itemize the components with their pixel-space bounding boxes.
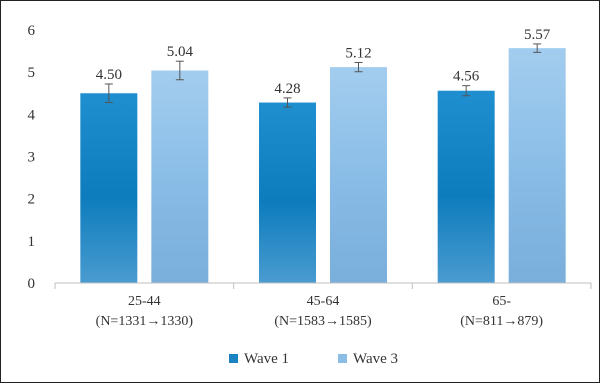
legend-swatch-wave1 [229,354,238,363]
x-category-sublabel: (N=1331→1330) [96,314,194,329]
bar-wave1 [437,90,495,283]
x-category-sublabel: (N=1583→1585) [274,314,372,329]
x-category-label: 65- [492,294,511,309]
data-label: 5.04 [167,44,194,60]
data-label: 4.56 [453,69,480,85]
legend: Wave 1 Wave 3 [229,351,398,367]
y-tick-label: 3 [28,150,36,166]
x-category-label: 25-44 [128,294,161,309]
legend-label: Wave 1 [244,351,289,367]
y-tick-label: 6 [28,23,36,39]
y-tick-label: 5 [28,65,36,81]
bar-wave3 [151,70,209,283]
y-tick-label: 4 [28,107,36,123]
data-label: 5.57 [524,27,551,43]
x-axis: 25-44 (N=1331→1330) 45-64 (N=1583→1585) 65- (… [54,282,592,329]
bars: 4.50 5.04 4.28 5.12 4.56 5.57 [80,27,566,284]
bar-wave1 [80,93,138,283]
y-axis: 0 1 2 3 4 5 6 [28,23,36,292]
legend-label: Wave 3 [353,351,398,367]
x-category-label: 45-64 [307,294,340,309]
y-tick-label: 1 [28,234,36,250]
bar-wave1 [259,102,316,283]
data-label: 4.28 [274,81,300,97]
bar-wave3 [330,67,387,284]
legend-swatch-wave3 [338,354,347,363]
x-category-sublabel: (N=811→879) [460,314,543,329]
data-label: 4.50 [96,67,122,83]
bar-wave3 [508,48,566,283]
data-label: 5.12 [345,45,371,61]
y-tick-label: 0 [28,276,36,292]
y-tick-label: 2 [28,192,36,208]
